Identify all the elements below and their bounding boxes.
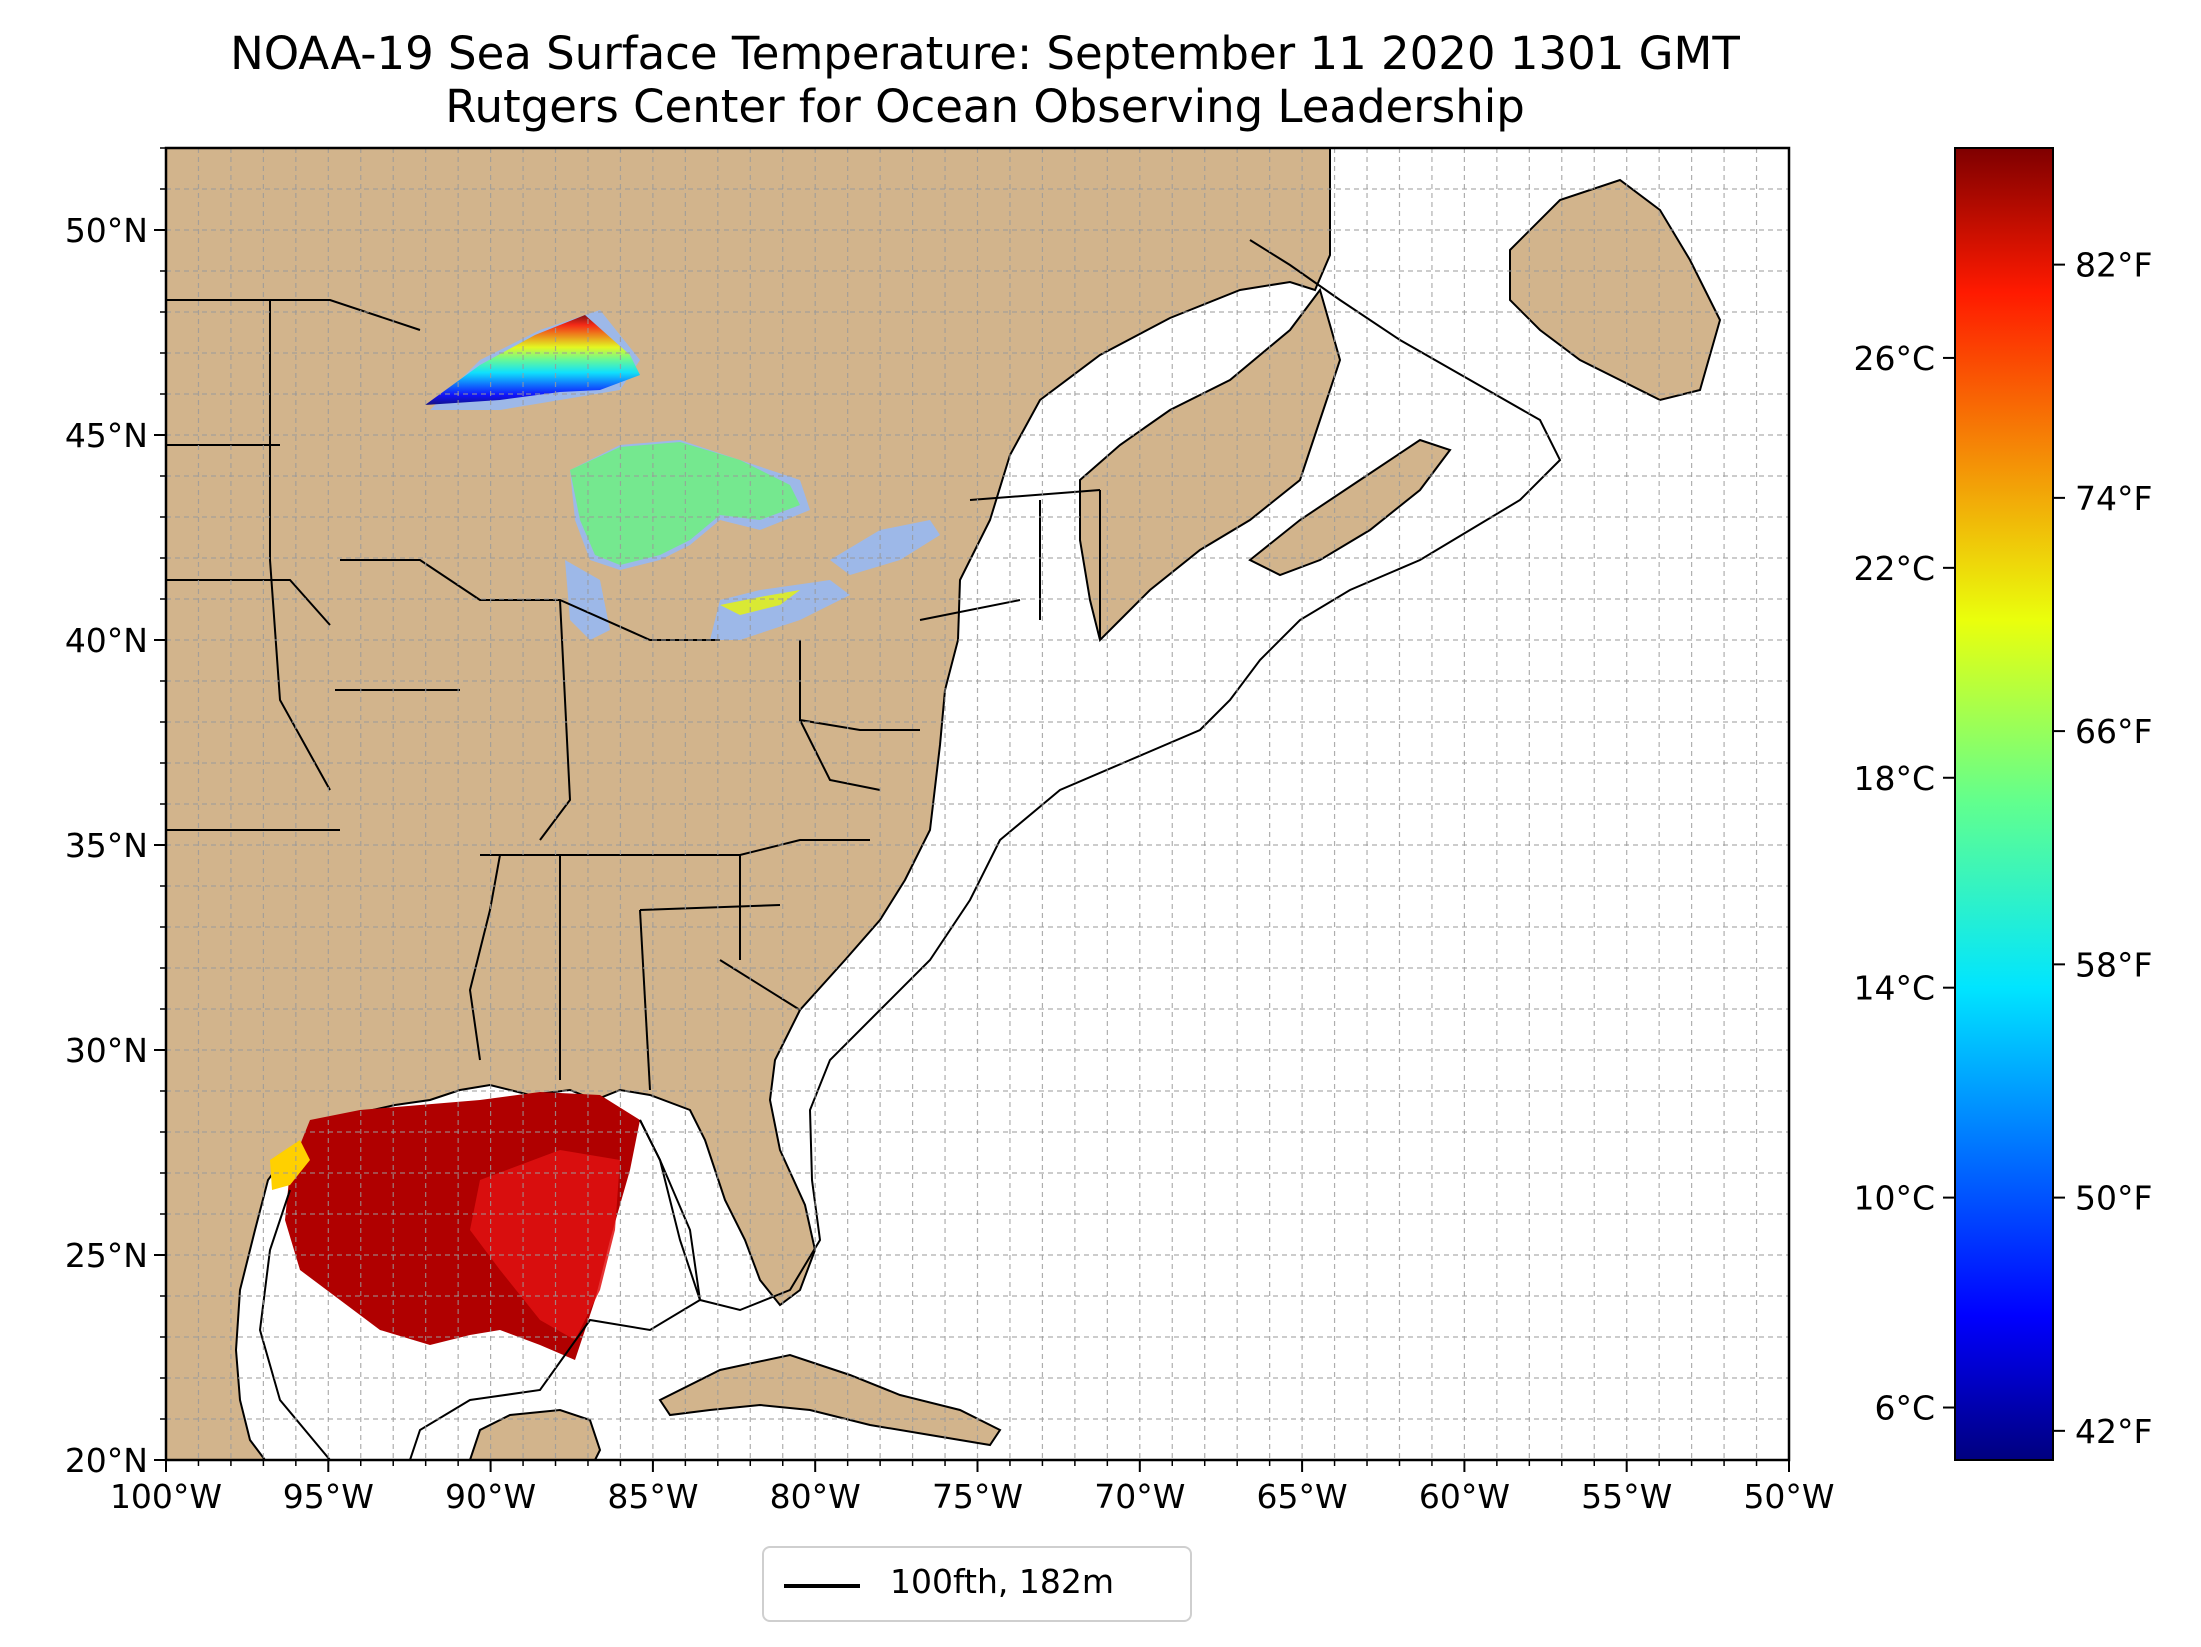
bathymetry-contour <box>639 239 1562 1312</box>
celsius-tick-label: 10°C <box>1853 1179 1935 1218</box>
x-tick-label: 70°W <box>1094 1477 1185 1516</box>
yucatan-land <box>468 1408 602 1460</box>
x-tick-label: 60°W <box>1419 1477 1510 1516</box>
x-tick-label: 65°W <box>1257 1477 1348 1516</box>
fahrenheit-tick-label: 58°F <box>2075 945 2152 984</box>
y-tick-label: 35°N <box>65 826 148 865</box>
celsius-tick-label: 22°C <box>1853 549 1935 588</box>
y-tick-label: 20°N <box>65 1441 148 1480</box>
celsius-tick-label: 14°C <box>1853 969 1935 1008</box>
y-tick-label: 50°N <box>65 211 148 250</box>
gulf-sst-red <box>470 1150 620 1340</box>
x-tick-label: 50°W <box>1743 1477 1834 1516</box>
y-tick-label: 25°N <box>65 1236 148 1275</box>
gulf-sst-coastal <box>270 1140 310 1190</box>
x-tick-label: 90°W <box>445 1477 536 1516</box>
chart-title: NOAA-19 Sea Surface Temperature: Septemb… <box>230 27 1740 80</box>
lake-erie-sst <box>720 590 800 615</box>
legend-label: 100fth, 182m <box>890 1562 1114 1601</box>
fahrenheit-tick-label: 74°F <box>2075 479 2152 518</box>
colorbar-ticks: 6°C 10°C 14°C 18°C 22°C 26°C 42°F 50°F 58°F 66°F 7… <box>1853 246 2152 1451</box>
fahrenheit-tick-label: 66°F <box>2075 712 2152 751</box>
maritimes-land <box>1079 287 1342 642</box>
x-tick-label: 80°W <box>770 1477 861 1516</box>
celsius-tick-label: 6°C <box>1874 1389 1935 1428</box>
fahrenheit-tick-label: 50°F <box>2075 1179 2152 1218</box>
x-tick-label: 85°W <box>607 1477 698 1516</box>
y-tick-label: 40°N <box>65 621 148 660</box>
x-tick-label: 55°W <box>1581 1477 1672 1516</box>
y-tick-label: 45°N <box>65 416 148 455</box>
newfoundland-land <box>1509 178 1722 402</box>
fahrenheit-tick-label: 82°F <box>2075 246 2152 285</box>
legend-line-swatch <box>784 1584 860 1588</box>
chart-subtitle: Rutgers Center for Ocean Observing Leade… <box>445 80 1525 133</box>
axis-ticks: 100°W 95°W 90°W 85°W 80°W 75°W 70°W 65°W 60°W 55°… <box>65 147 1835 1516</box>
x-tick-label: 75°W <box>932 1477 1023 1516</box>
fahrenheit-tick-label: 42°F <box>2075 1412 2152 1451</box>
y-tick-label: 30°N <box>65 1031 148 1070</box>
x-tick-label: 100°W <box>110 1477 222 1516</box>
lake-superior-sst <box>425 315 640 405</box>
x-tick-label: 95°W <box>283 1477 374 1516</box>
grid-lines <box>166 148 1789 1460</box>
colorbar <box>1954 147 2054 1461</box>
celsius-tick-label: 18°C <box>1853 759 1935 798</box>
legend: 100fth, 182m <box>762 1546 1192 1622</box>
celsius-tick-label: 26°C <box>1853 339 1935 378</box>
gulf-contour <box>258 1119 702 1460</box>
